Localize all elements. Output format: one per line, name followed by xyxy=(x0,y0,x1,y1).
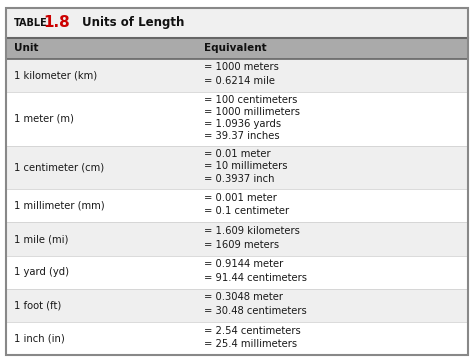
Text: 1 foot (ft): 1 foot (ft) xyxy=(14,300,62,311)
Text: = 1609 meters: = 1609 meters xyxy=(204,240,279,250)
Text: Units of Length: Units of Length xyxy=(82,16,184,29)
Text: = 0.01 meter: = 0.01 meter xyxy=(204,149,271,159)
Text: = 1.609 kilometers: = 1.609 kilometers xyxy=(204,226,300,236)
Text: 1.8: 1.8 xyxy=(44,15,70,30)
Text: 1 mile (mi): 1 mile (mi) xyxy=(14,234,69,244)
Text: = 1000 millimeters: = 1000 millimeters xyxy=(204,106,300,117)
Text: = 1000 meters: = 1000 meters xyxy=(204,62,279,72)
Bar xyxy=(6,92,468,146)
Text: = 100 centimeters: = 100 centimeters xyxy=(204,94,297,105)
Bar xyxy=(6,289,468,322)
Bar xyxy=(6,8,468,38)
Text: = 0.1 centimeter: = 0.1 centimeter xyxy=(204,206,289,216)
Text: = 0.3048 meter: = 0.3048 meter xyxy=(204,292,283,302)
Bar xyxy=(6,189,468,223)
Text: = 25.4 millimeters: = 25.4 millimeters xyxy=(204,339,297,349)
Text: = 10 millimeters: = 10 millimeters xyxy=(204,161,287,171)
Text: = 91.44 centimeters: = 91.44 centimeters xyxy=(204,273,307,283)
Text: 1 meter (m): 1 meter (m) xyxy=(14,114,74,124)
Text: = 1.0936 yards: = 1.0936 yards xyxy=(204,119,281,129)
Bar xyxy=(6,223,468,256)
Text: Equivalent: Equivalent xyxy=(204,43,266,53)
Bar xyxy=(6,146,468,189)
Text: 1 yard (yd): 1 yard (yd) xyxy=(14,268,69,277)
Text: 1 millimeter (mm): 1 millimeter (mm) xyxy=(14,201,105,211)
Bar xyxy=(6,256,468,289)
Bar xyxy=(6,59,468,92)
Text: = 0.9144 meter: = 0.9144 meter xyxy=(204,259,283,269)
Text: = 0.6214 mile: = 0.6214 mile xyxy=(204,76,275,86)
Text: = 0.001 meter: = 0.001 meter xyxy=(204,193,277,203)
Text: = 30.48 centimeters: = 30.48 centimeters xyxy=(204,306,307,316)
Bar xyxy=(6,322,468,355)
Text: Unit: Unit xyxy=(14,43,39,53)
Text: 1 inch (in): 1 inch (in) xyxy=(14,334,65,344)
Text: 1 centimeter (cm): 1 centimeter (cm) xyxy=(14,163,104,172)
Bar xyxy=(6,38,468,59)
Text: = 39.37 inches: = 39.37 inches xyxy=(204,131,280,140)
Text: 1 kilometer (km): 1 kilometer (km) xyxy=(14,70,97,80)
Text: = 2.54 centimeters: = 2.54 centimeters xyxy=(204,326,301,336)
Text: = 0.3937 inch: = 0.3937 inch xyxy=(204,174,274,184)
Text: TABLE: TABLE xyxy=(14,18,48,28)
